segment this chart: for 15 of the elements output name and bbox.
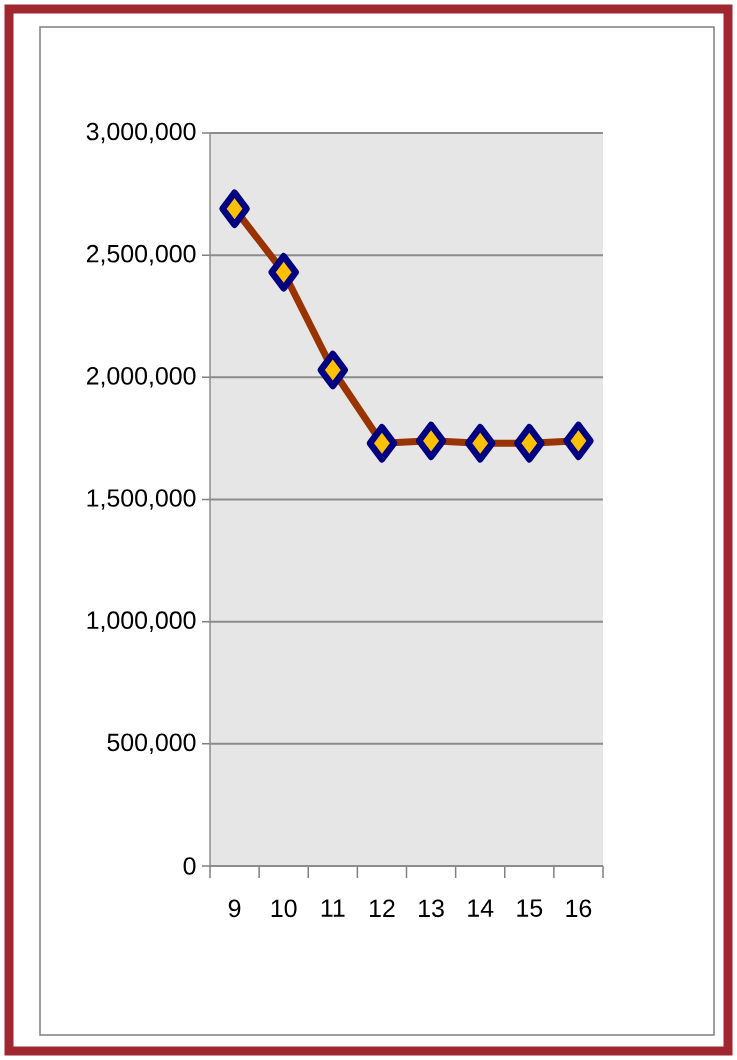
x-tick-label: 9 [228,899,241,918]
x-tick-label: 11 [321,899,345,917]
y-tick-label: 0 [183,857,196,875]
y-tick-label: 2,000,000 [86,367,196,388]
x-tick-label: 13 [419,899,444,918]
x-tick-label: 16 [566,899,592,918]
y-tick-label: 3,000,000 [86,122,196,144]
y-tick-label: 2,500,000 [86,244,196,266]
y-tick-label: 1,000,000 [87,611,196,632]
y-tick-label: 500,000 [107,733,196,755]
x-tick-label: 12 [369,899,395,917]
x-tick-label: 15 [517,899,543,917]
x-tick-label: 10 [271,899,297,918]
x-tick-label: 14 [468,899,494,917]
y-tick-label: 1,500,000 [87,489,196,510]
